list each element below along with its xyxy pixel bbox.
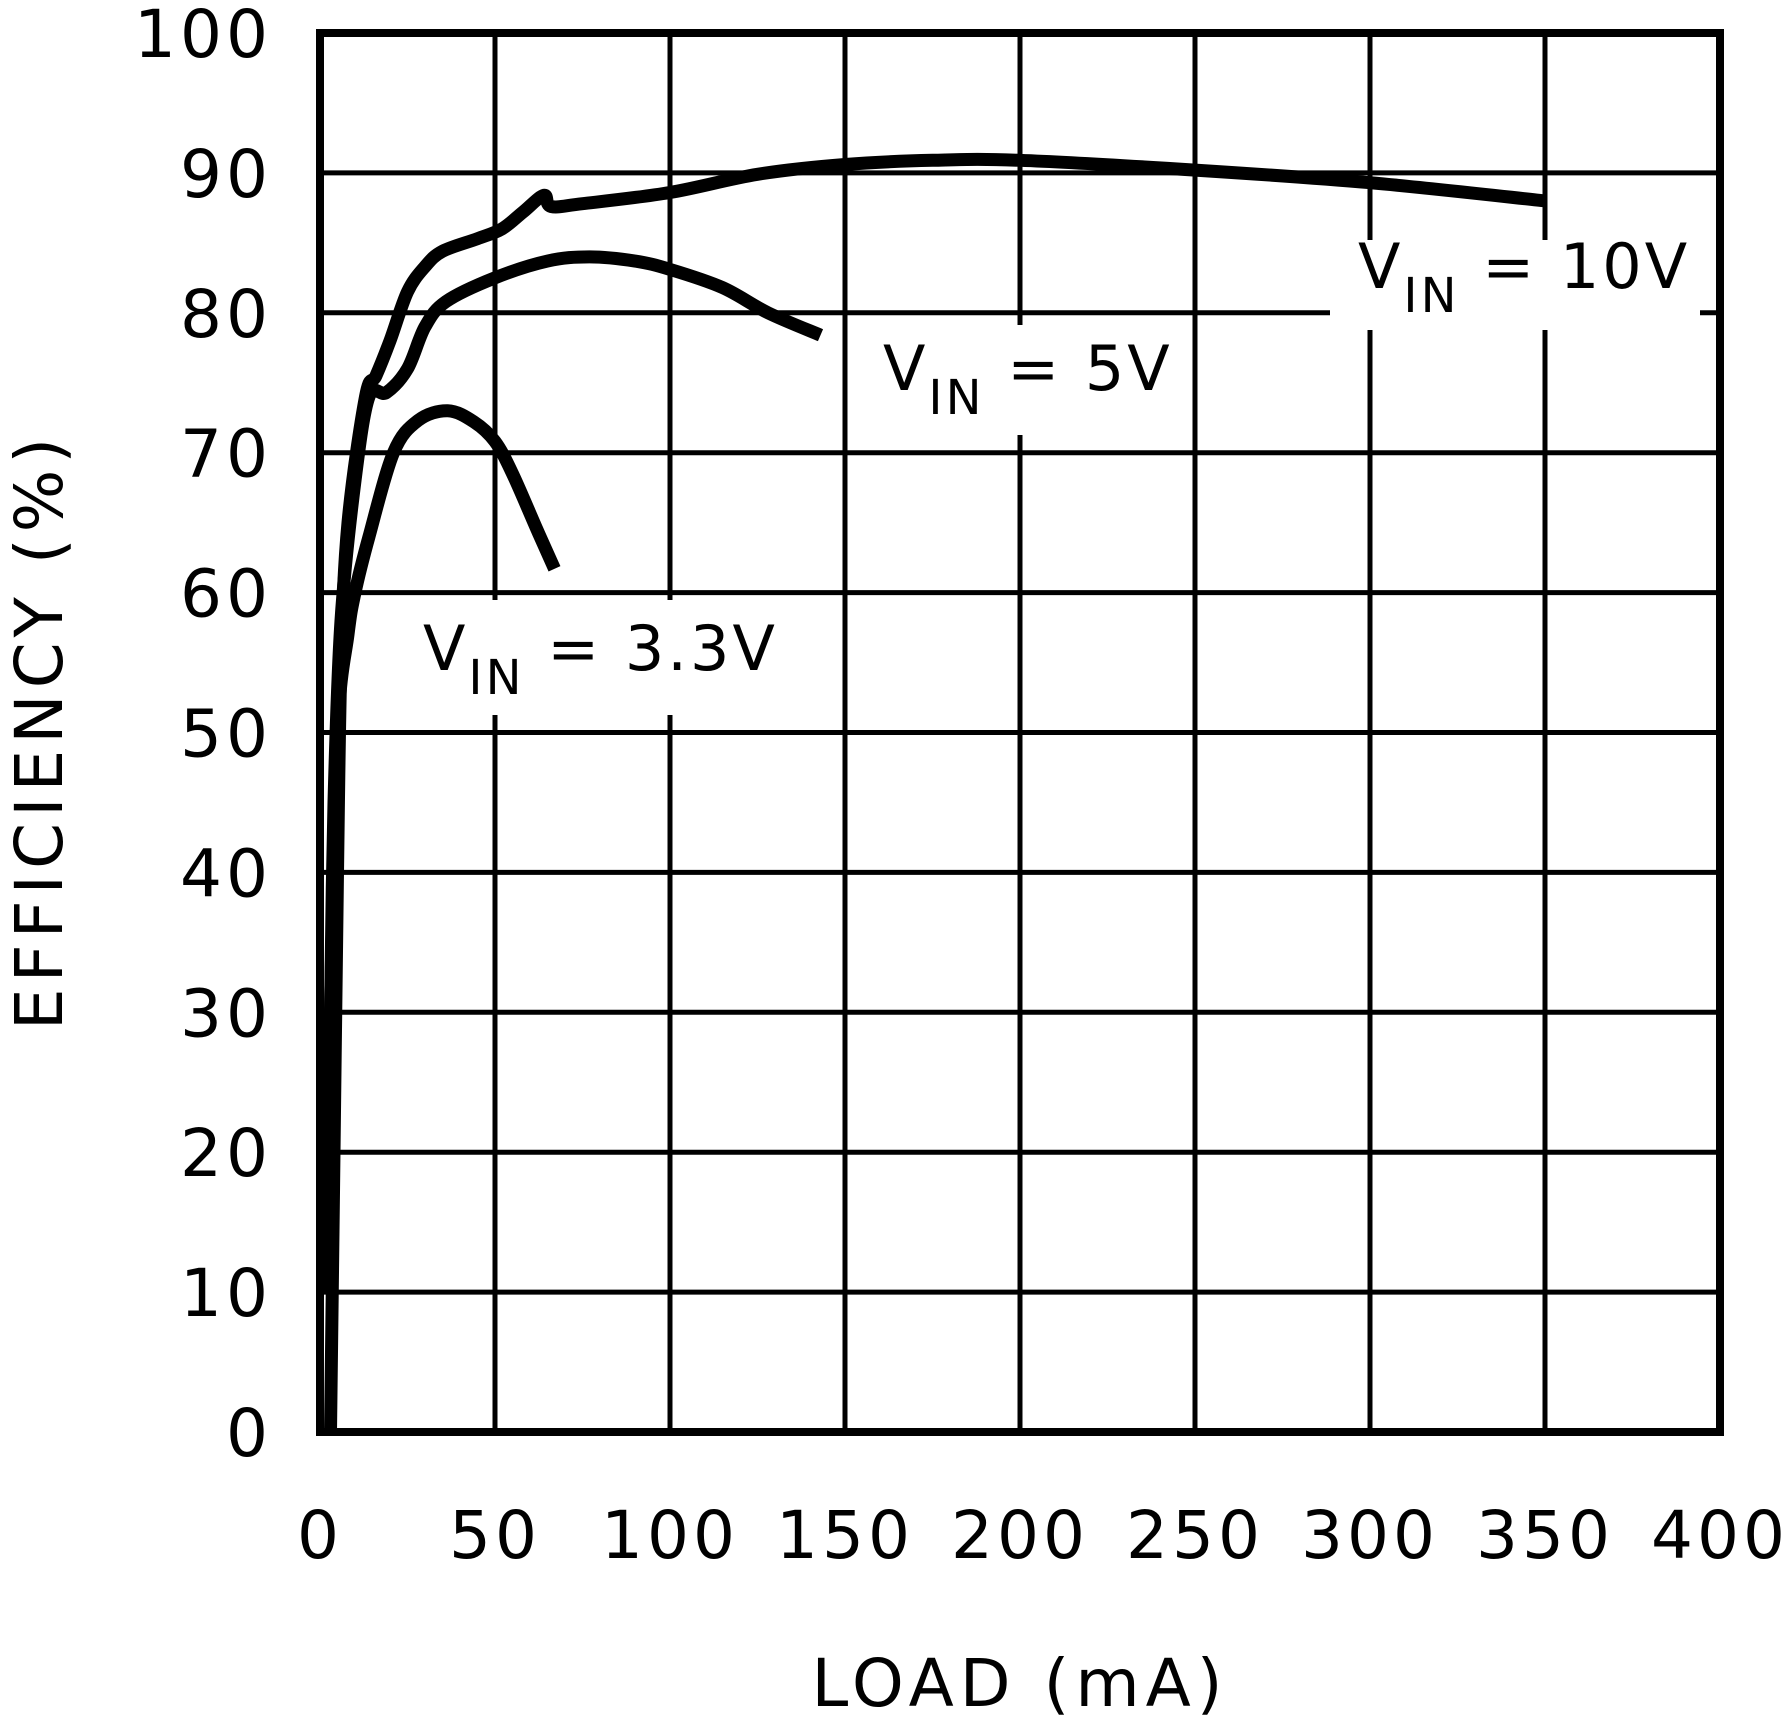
grid-lines xyxy=(317,30,1723,1435)
label-background xyxy=(860,325,1160,435)
y-tick-label: 40 xyxy=(180,835,272,912)
y-tick-label: 100 xyxy=(134,0,272,73)
x-tick-label: 250 xyxy=(1126,1497,1264,1574)
label-vin-10v: VIN = 10V xyxy=(1358,230,1690,324)
x-tick-label: 400 xyxy=(1651,1497,1786,1574)
y-tick-label: 70 xyxy=(180,416,272,493)
y-tick-label: 30 xyxy=(180,975,272,1052)
x-tick-label: 0 xyxy=(297,1497,343,1574)
x-tick-label: 150 xyxy=(776,1497,914,1574)
label-vin-5v: VIN = 5V xyxy=(883,332,1173,426)
y-axis-title: EFFICIENCY (%) xyxy=(1,432,78,1030)
series-labels: VIN = 10V VIN = 5V VIN = 3.3V xyxy=(400,230,1700,715)
x-tick-label: 300 xyxy=(1301,1497,1439,1574)
data-curves xyxy=(320,152,1546,1433)
curve-vin-5v xyxy=(324,250,824,1013)
x-tick-label: 50 xyxy=(449,1497,541,1574)
label-background xyxy=(1330,240,1700,330)
y-tick-label: 20 xyxy=(180,1115,272,1192)
y-tick-label: 60 xyxy=(180,556,272,633)
x-tick-label: 200 xyxy=(951,1497,1089,1574)
x-tick-label: 100 xyxy=(601,1497,739,1574)
x-axis-title: LOAD (mA) xyxy=(811,1645,1228,1720)
x-tick-label: 350 xyxy=(1476,1497,1614,1574)
y-tick-label: 50 xyxy=(180,696,272,773)
x-axis-ticks: 0 50 100 150 200 250 300 350 400 xyxy=(297,1497,1786,1574)
curve-vin-3v3 xyxy=(320,404,561,1293)
label-vin-3v3: VIN = 3.3V xyxy=(423,612,778,706)
y-tick-label: 10 xyxy=(180,1255,272,1332)
label-background xyxy=(400,600,785,715)
y-axis-ticks: 0 10 20 30 40 50 60 70 80 90 100 xyxy=(134,0,272,1472)
y-tick-label: 80 xyxy=(180,276,272,353)
y-tick-label: 0 xyxy=(226,1395,272,1472)
y-tick-label: 90 xyxy=(180,136,272,213)
plot-frame xyxy=(316,29,1724,1436)
